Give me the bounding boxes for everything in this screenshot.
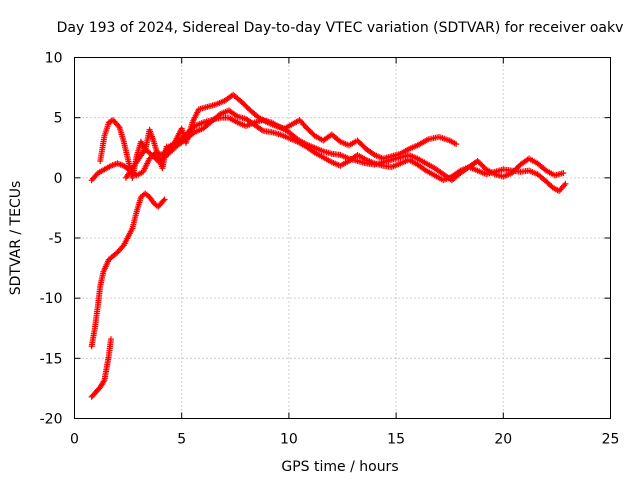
series-2-point bbox=[161, 196, 168, 203]
x-tick-label: 10 bbox=[280, 432, 298, 448]
tick-layer: 0 5 10 15 20 25 -20 -15 -10 -5 0 5 10 bbox=[40, 51, 620, 448]
x-tick-label: 25 bbox=[602, 432, 620, 448]
y-tick-label: -5 bbox=[49, 231, 63, 247]
grid-layer bbox=[74, 57, 611, 419]
series-5-point bbox=[562, 180, 569, 187]
y-tick-label: 5 bbox=[54, 111, 63, 127]
y-tick-label: -20 bbox=[40, 412, 63, 428]
x-tick-label: 0 bbox=[70, 432, 79, 448]
x-axis-label: GPS time / hours bbox=[281, 459, 398, 475]
series-4-point bbox=[560, 170, 567, 177]
y-axis-label: SDTVAR / TECUs bbox=[8, 181, 24, 296]
series-1 bbox=[88, 336, 114, 400]
x-tick-label: 5 bbox=[177, 432, 186, 448]
series-3-point bbox=[453, 141, 460, 148]
x-tick-label: 15 bbox=[387, 432, 405, 448]
y-tick-label: -10 bbox=[40, 291, 63, 307]
series-5 bbox=[122, 107, 569, 195]
chart-title: Day 193 of 2024, Sidereal Day-to-day VTE… bbox=[57, 20, 624, 36]
series-layer bbox=[88, 91, 569, 400]
series-2-point bbox=[160, 197, 167, 204]
series-1-point bbox=[107, 336, 114, 343]
series-2 bbox=[88, 190, 168, 350]
y-tick-label: -15 bbox=[40, 351, 63, 367]
y-tick-label: 0 bbox=[54, 171, 63, 187]
y-tick-label: 10 bbox=[45, 51, 63, 67]
x-tick-label: 20 bbox=[494, 432, 512, 448]
